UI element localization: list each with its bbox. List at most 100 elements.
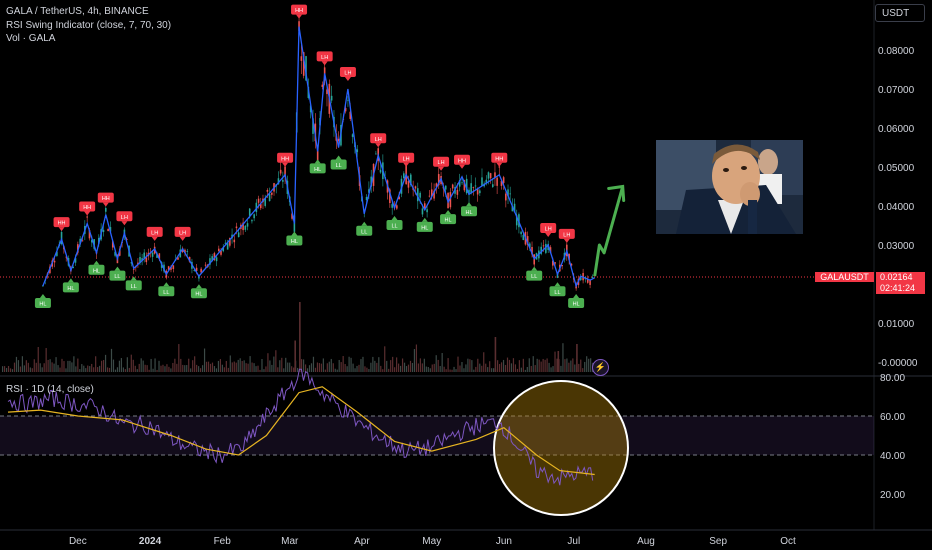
- label-text: HL: [67, 286, 74, 292]
- candle-body: [428, 195, 431, 197]
- candle-body: [282, 179, 284, 182]
- volume-bar: [560, 365, 562, 372]
- candle-body: [251, 220, 253, 222]
- candle-body: [344, 107, 347, 112]
- volume-bar: [477, 358, 479, 372]
- label-text: HH: [281, 156, 289, 162]
- volume-bar: [562, 343, 564, 372]
- label-text: LH: [321, 55, 328, 61]
- label-box: [549, 286, 566, 297]
- candle-body: [414, 186, 417, 189]
- label-text: HL: [195, 292, 202, 298]
- indicator-legend: RSI Swing Indicator (close, 7, 70, 30): [6, 20, 172, 31]
- candle-body: [433, 190, 435, 199]
- volume-bar: [316, 362, 319, 372]
- candle-body: [109, 227, 112, 232]
- volume-bar: [251, 362, 253, 372]
- volume-bar: [200, 368, 202, 372]
- candle-body: [337, 138, 340, 142]
- label-text: HL: [314, 167, 321, 173]
- candle-body: [56, 251, 58, 256]
- volume-bar: [544, 359, 546, 372]
- volume-bar: [542, 358, 544, 372]
- candle-body: [111, 241, 114, 248]
- label-text: LH: [151, 230, 158, 236]
- label-text: LH: [375, 137, 382, 143]
- label-pointer: [459, 164, 466, 169]
- label-text: HH: [58, 221, 66, 227]
- candle-body: [561, 264, 563, 267]
- volume-bar: [35, 362, 37, 372]
- candle-body: [300, 56, 303, 61]
- candle-body: [184, 249, 186, 253]
- candle-body: [520, 231, 522, 235]
- volume-bar: [360, 359, 362, 372]
- swing-label-hl: HL: [62, 278, 79, 293]
- volume-bar: [198, 366, 200, 372]
- label-pointer: [344, 77, 351, 81]
- volume-bar: [425, 366, 427, 372]
- candle-body: [542, 245, 545, 247]
- candle-body: [481, 177, 483, 186]
- candle-body: [244, 225, 247, 230]
- volume-bar: [71, 362, 73, 372]
- label-box: [34, 297, 51, 308]
- volume-bar: [174, 358, 176, 372]
- label-text: LL: [336, 163, 342, 169]
- candle-body: [426, 209, 428, 213]
- label-pointer: [114, 266, 121, 271]
- volume-bar: [75, 366, 77, 372]
- candle-body: [437, 174, 440, 186]
- volume-bar: [122, 367, 124, 372]
- swing-label-hl: HL: [190, 284, 207, 299]
- volume-bar: [110, 348, 113, 372]
- candle-body: [502, 177, 505, 183]
- volume-bar: [439, 366, 441, 372]
- volume-bar: [392, 356, 394, 372]
- label-text: HH: [295, 8, 303, 14]
- label-box: [386, 219, 403, 230]
- currency-button[interactable]: USDT: [875, 4, 925, 22]
- volume-bar: [21, 356, 23, 372]
- candle-body: [248, 208, 251, 216]
- candle-body: [321, 84, 324, 88]
- label-text: LL: [391, 223, 397, 229]
- price-tick-label: 0.08000: [878, 46, 915, 57]
- projection-arrow: [593, 184, 626, 277]
- label-pointer: [466, 202, 473, 207]
- volume-bar: [263, 369, 265, 372]
- candle-body: [389, 189, 391, 203]
- candle-body: [204, 264, 207, 266]
- meme-image: [656, 140, 803, 234]
- label-box: [190, 288, 207, 299]
- volume-bar: [510, 363, 513, 372]
- rsi-line: [7, 368, 594, 486]
- volume-bar: [269, 360, 271, 372]
- label-box: [62, 282, 79, 293]
- volume-bar: [27, 362, 29, 372]
- volume-bar: [568, 362, 570, 372]
- label-box: [309, 163, 326, 174]
- highlight-circle: [493, 380, 629, 516]
- label-text: LH: [121, 215, 128, 221]
- volume-bar: [417, 363, 419, 372]
- swing-label-lh: LH: [370, 133, 387, 148]
- volume-bar: [534, 365, 536, 372]
- volume-bar: [217, 360, 220, 372]
- volume-bar: [328, 361, 330, 372]
- candle-body: [472, 187, 475, 189]
- volume-bar: [388, 368, 390, 372]
- lightning-icon[interactable]: ⚡: [592, 359, 609, 376]
- volume-bar: [304, 364, 307, 372]
- candle-body: [498, 166, 501, 168]
- label-text: HH: [102, 196, 110, 202]
- volume-bar: [368, 369, 370, 372]
- volume-bar: [255, 366, 257, 372]
- volume-bar: [43, 363, 45, 372]
- volume-bar: [49, 359, 51, 372]
- label-text: HL: [93, 268, 100, 274]
- candle-body: [568, 253, 570, 261]
- label-box: [398, 152, 415, 163]
- candle-body: [130, 262, 133, 264]
- candle-body: [347, 99, 349, 101]
